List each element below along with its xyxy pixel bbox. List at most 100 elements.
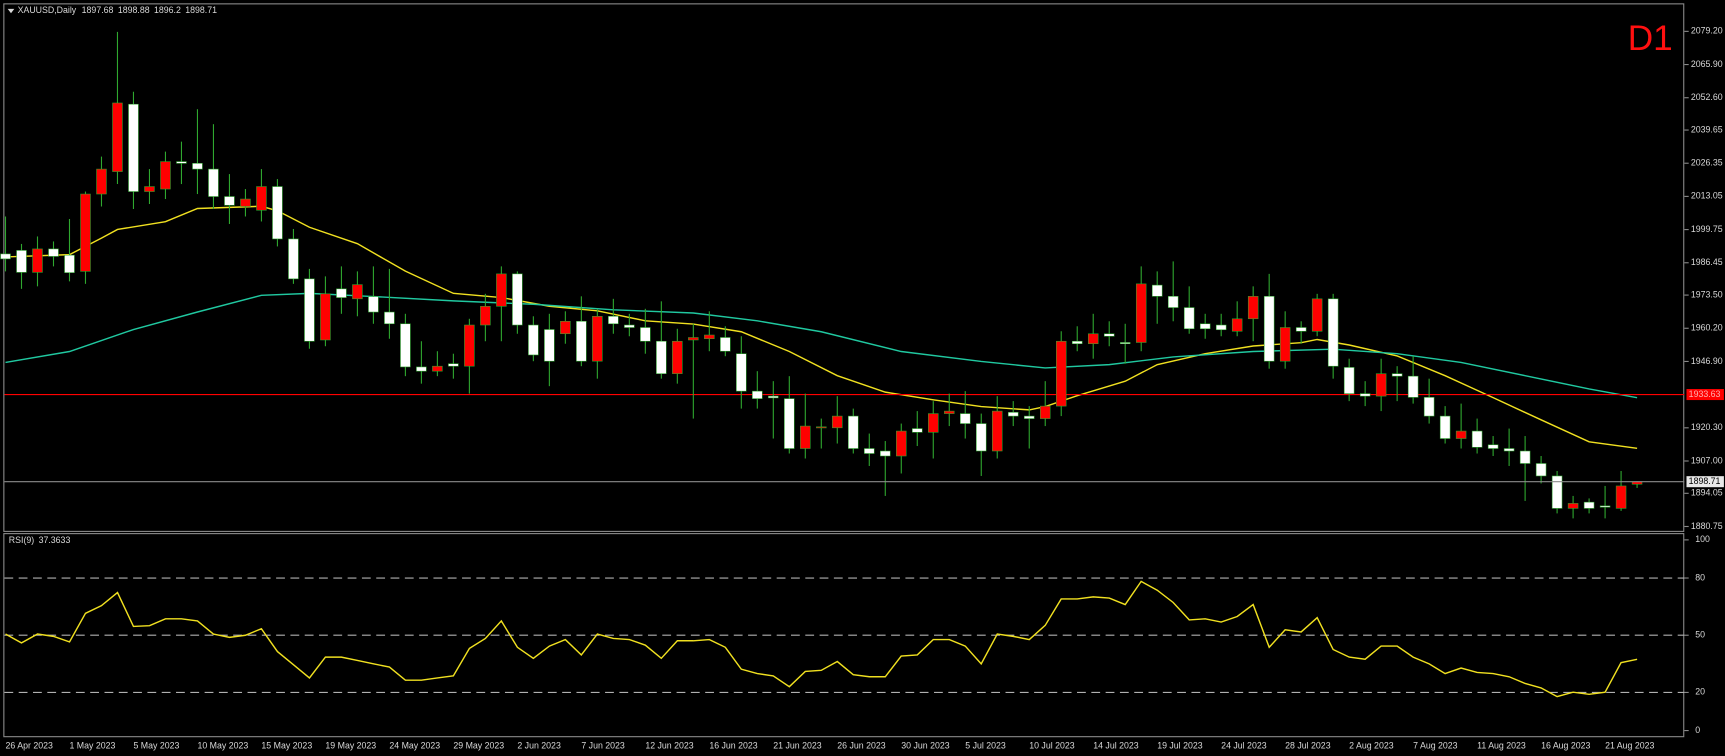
candle-body-up — [1231, 318, 1243, 332]
candle-body-up — [1311, 298, 1323, 332]
candle-body-up — [1375, 373, 1387, 397]
candle-body-up — [96, 168, 107, 195]
candle-body-up — [672, 340, 683, 374]
candle-body-down — [208, 168, 219, 197]
y-tick-label: 50 — [1695, 630, 1705, 640]
candle-body-down — [1103, 333, 1115, 337]
candle-body-down — [1551, 475, 1563, 509]
candle-body-down — [736, 353, 747, 392]
x-tick-label: 5 Jul 2023 — [965, 740, 1006, 750]
candle-body-down — [608, 316, 619, 325]
moving-average — [5, 292, 1638, 399]
y-tick-label: 1880.75 — [1691, 521, 1723, 531]
x-tick-label: 2 Jun 2023 — [517, 740, 561, 750]
y-tick-label: 1946.90 — [1691, 356, 1723, 366]
candle-body-down — [1487, 444, 1499, 449]
candle-body-up — [896, 430, 907, 457]
x-tick-label: 24 Jul 2023 — [1221, 740, 1267, 750]
candle-body-up — [432, 365, 443, 372]
candle-body-down — [1343, 367, 1355, 394]
x-tick-label: 19 Jul 2023 — [1157, 740, 1203, 750]
y-tick-label: 2065.90 — [1691, 59, 1723, 69]
candle-body-down — [192, 163, 203, 170]
candle-body-down — [384, 311, 395, 325]
x-tick-label: 15 May 2023 — [261, 740, 312, 750]
candle-body-up — [240, 198, 251, 207]
candle-body-down — [784, 398, 795, 449]
candle-body-down — [848, 415, 859, 449]
y-tick-label: 1986.45 — [1691, 257, 1723, 267]
x-tick-label: 11 Aug 2023 — [1477, 740, 1526, 750]
candle-body-down — [1439, 415, 1451, 439]
candle-body-down — [64, 254, 75, 273]
candle-body-down — [1423, 397, 1435, 417]
candle-body-up — [464, 324, 475, 367]
candle-body-down — [416, 366, 427, 372]
candle-body-up — [992, 410, 1003, 452]
y-tick-label: 100 — [1695, 534, 1710, 544]
candle-body-down — [656, 340, 667, 374]
y-tick-label: 1907.00 — [1691, 455, 1723, 465]
candle-body-down — [304, 278, 315, 342]
horizontal-line-label-bg — [1686, 389, 1724, 401]
candle-body-up — [800, 425, 811, 449]
candle-body-down — [544, 329, 555, 362]
y-tick-label: 1920.30 — [1691, 422, 1723, 432]
high-value: 1898.88 — [118, 5, 150, 15]
candle-body-up — [688, 337, 699, 341]
candle-body-down — [336, 288, 347, 298]
candle-body-up — [1279, 327, 1291, 362]
candle-body-down — [1183, 307, 1195, 330]
candle-body-up — [160, 161, 171, 190]
x-tick-label: 26 Jun 2023 — [837, 740, 885, 750]
chart-header: XAUUSD,Daily 1897.68 1898.88 1896.2 1898.71 — [18, 5, 218, 15]
candle-body-up — [1040, 405, 1051, 419]
candle-body-down — [880, 450, 891, 457]
candle-body-down — [1583, 501, 1595, 509]
horizontal-line-label: 1933.63 — [1689, 389, 1721, 399]
rsi-value: 37.3633 — [39, 535, 71, 545]
x-tick-label: 16 Jun 2023 — [709, 740, 757, 750]
candle-body-down — [1391, 373, 1403, 377]
candle-body-down — [720, 337, 731, 352]
candle-body-down — [1024, 415, 1035, 419]
moving-average — [5, 205, 1638, 450]
candle-body-down — [912, 428, 923, 433]
timeframe-badge: D1 — [1628, 19, 1673, 58]
candle-body-down — [1359, 393, 1371, 397]
candle-body-down — [368, 296, 379, 313]
candle-body-down — [0, 253, 11, 260]
candle-body-up — [144, 186, 155, 192]
candle-body-down — [1503, 448, 1515, 452]
candle-body-down — [1008, 412, 1019, 417]
candle-body-up — [32, 248, 43, 273]
x-tick-label: 29 May 2023 — [453, 740, 504, 750]
menu-arrow[interactable] — [7, 8, 15, 14]
x-tick-label: 19 May 2023 — [325, 740, 376, 750]
candle-body-down — [1471, 430, 1483, 448]
y-tick-label: 1973.50 — [1691, 289, 1723, 299]
y-tick-label: 2026.35 — [1691, 158, 1723, 168]
candle-body-up — [1247, 296, 1259, 320]
candle-body-down — [1519, 450, 1531, 464]
x-tick-label: 16 Aug 2023 — [1541, 740, 1590, 750]
x-tick-label: 21 Jun 2023 — [773, 740, 821, 750]
candle-body-up — [480, 306, 491, 326]
candle-body-up — [1567, 503, 1579, 509]
candle-body-up — [816, 426, 827, 429]
x-tick-label: 10 May 2023 — [197, 740, 248, 750]
candle-body-down — [272, 186, 283, 240]
x-tick-label: 30 Jun 2023 — [901, 740, 949, 750]
close-value: 1898.71 — [185, 5, 217, 15]
candle-body-down — [640, 327, 651, 342]
candle-body-down — [624, 324, 635, 328]
candle-body-up — [832, 415, 843, 429]
x-tick-label: 5 May 2023 — [133, 740, 179, 750]
y-tick-label: 1894.05 — [1691, 488, 1723, 498]
y-tick-label: 20 — [1695, 687, 1705, 697]
candle-body-down — [864, 448, 875, 454]
candle-body-up — [112, 102, 123, 172]
